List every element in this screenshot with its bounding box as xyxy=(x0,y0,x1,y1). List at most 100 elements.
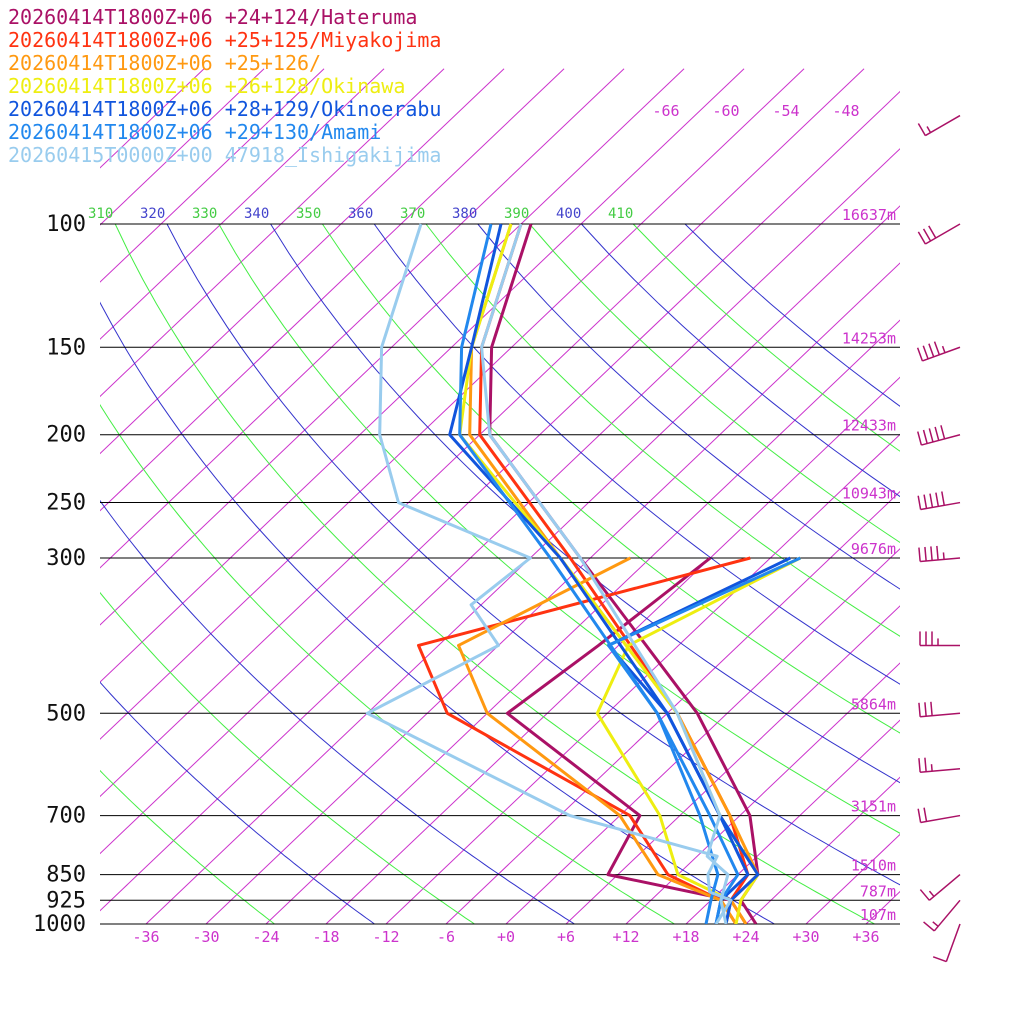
theta-label: 310 xyxy=(88,206,113,222)
x-tick-label: -6 xyxy=(437,928,455,946)
isotherm-line xyxy=(100,68,865,798)
pressure-label: 925 xyxy=(46,888,86,913)
temperature-line xyxy=(478,223,750,924)
theta-label: 370 xyxy=(400,206,425,222)
wind-barb-flag xyxy=(918,758,921,773)
legend-entry: 20260414T1800Z+06 +25+126/ xyxy=(8,51,321,75)
wind-barb-staff xyxy=(945,923,961,962)
pressure-label: 700 xyxy=(46,804,86,829)
axis-labels: 100 16637m 150 14253m 200 12433m 250 10943m 300 9… xyxy=(33,102,896,946)
isotherm-line xyxy=(100,68,205,169)
wind-barb-flag xyxy=(918,547,921,562)
pressure-label: 500 xyxy=(46,701,86,726)
wind-barb-half-flag xyxy=(932,921,939,927)
x-tick-label: +12 xyxy=(612,928,639,946)
isotherm-line xyxy=(100,68,445,398)
isotherm-line xyxy=(100,68,685,626)
wind-barb-staff xyxy=(921,433,961,446)
isotherm-line xyxy=(100,68,565,512)
dry-adiabat-line xyxy=(100,301,776,924)
height-label: 10943m xyxy=(842,485,896,503)
wind-barb-flag xyxy=(922,429,928,444)
wind-barb-flag xyxy=(918,702,921,717)
theta-label: 360 xyxy=(348,206,373,222)
legend-entry: 20260415T0000Z+00 47918_Ishigakijima xyxy=(8,143,441,167)
wind-barb-flag xyxy=(917,495,922,510)
wind-barb-flag xyxy=(940,425,946,440)
sounding-lines xyxy=(365,223,801,924)
theta-label: 350 xyxy=(296,206,321,222)
wind-barb-flag xyxy=(924,702,927,717)
isotherm-line xyxy=(100,68,625,569)
legend: 20260414T1800Z+06 +24+124/Hateruma 202604… xyxy=(8,5,441,167)
legend-entry: 20260414T1800Z+06 +24+124/Hateruma xyxy=(8,5,417,29)
wind-barb-half-flag xyxy=(941,345,946,353)
dry-adiabat-line xyxy=(100,591,476,924)
wind-barb-flag xyxy=(917,431,923,446)
dry-adiabat-line xyxy=(373,223,900,685)
wind-barbs xyxy=(916,114,961,963)
wind-barb-flag xyxy=(916,347,924,362)
isotherm-line xyxy=(100,68,805,740)
pressure-label: 1000 xyxy=(33,912,86,937)
dry-adiabat-line xyxy=(477,223,900,590)
isotherm-line xyxy=(205,262,900,924)
wind-barb-flag xyxy=(923,494,928,509)
wind-barb-flag xyxy=(928,428,934,443)
theta-label: 390 xyxy=(504,206,529,222)
wind-barb-staff xyxy=(924,114,961,137)
wind-barb-staff xyxy=(924,223,961,245)
isotherm-line xyxy=(745,776,900,924)
x-tick-label: +30 xyxy=(792,928,819,946)
wind-barb xyxy=(917,807,961,824)
height-label: 787m xyxy=(860,882,896,900)
wind-barb-staff xyxy=(920,501,961,511)
x-tick-label: -36 xyxy=(132,928,159,946)
pressure-label: 200 xyxy=(46,423,86,448)
isobars xyxy=(100,223,900,925)
wind-barb-flag xyxy=(923,807,928,822)
dewpoint-line xyxy=(607,556,791,924)
isotherm-line xyxy=(100,90,900,855)
wind-barb-flag xyxy=(922,228,932,242)
height-label: 1510m xyxy=(851,857,896,875)
theta-label: 330 xyxy=(192,206,217,222)
wind-barb-flag xyxy=(930,546,933,561)
pressure-label: 100 xyxy=(46,212,86,237)
isotherm-line xyxy=(145,205,900,924)
wind-barb xyxy=(917,425,961,446)
wind-barb-flag xyxy=(924,546,927,562)
temperature-line xyxy=(480,223,730,924)
wind-barb xyxy=(919,631,960,647)
wind-barb xyxy=(923,899,961,932)
wind-barb-flag xyxy=(929,493,934,508)
x-tick-label: +18 xyxy=(672,928,699,946)
isotherm-top-label: -48 xyxy=(832,102,859,120)
theta-label: 380 xyxy=(452,206,477,222)
wind-barb-flag xyxy=(928,225,937,239)
theta-label: 410 xyxy=(608,206,633,222)
wind-barb-staff xyxy=(920,557,961,563)
wind-barb-flag xyxy=(928,343,935,358)
dry-adiabat-line xyxy=(529,223,900,544)
wind-barb-flag xyxy=(917,231,927,245)
dry-adiabat-line xyxy=(100,403,676,924)
isotherm-line xyxy=(685,719,900,924)
isotherm-line xyxy=(625,662,900,924)
legend-entry: 20260414T1800Z+06 +29+130/Amami xyxy=(8,120,381,144)
dewpoint-line xyxy=(365,223,733,924)
isotherm-top-label: -54 xyxy=(772,102,799,120)
wind-barb-flag xyxy=(930,701,933,716)
pressure-label: 250 xyxy=(46,491,86,516)
wind-barb-flag xyxy=(919,889,930,901)
isotherm-line xyxy=(100,68,505,455)
pressure-label: 850 xyxy=(46,863,86,888)
x-tick-label: -24 xyxy=(252,928,279,946)
isotherm-line xyxy=(325,376,900,924)
pressure-label: 300 xyxy=(46,546,86,571)
x-tick-label: +0 xyxy=(497,928,515,946)
isotherm-line xyxy=(265,319,900,924)
x-tick-label: +24 xyxy=(732,928,759,946)
dry-adiabat-line xyxy=(100,681,376,924)
height-label: 107m xyxy=(860,906,896,924)
